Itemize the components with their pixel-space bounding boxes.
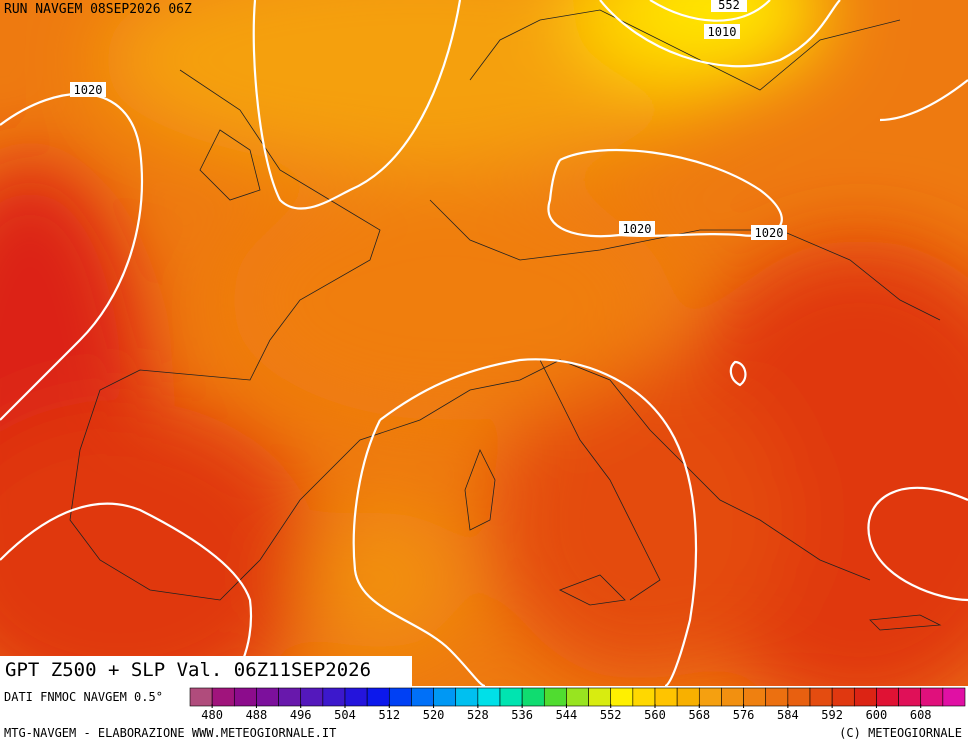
title-box [0, 656, 412, 686]
isobar-labels: 1020 1010 1020 1020 552 [70, 0, 787, 240]
color-box [543, 687, 567, 707]
color-box [433, 687, 457, 707]
legend-tick-label: 480 [201, 708, 223, 722]
legend-tick-label: 608 [910, 708, 932, 722]
isobar-label: 1010 [708, 25, 737, 39]
source-label: DATI FNMOC NAVGEM 0.5° [4, 690, 163, 704]
color-box [411, 687, 434, 707]
color-box [588, 687, 612, 707]
color-box [366, 687, 390, 707]
footer-left: MTG-NAVGEM - ELABORAZIONE WWW.METEOGIORN… [4, 726, 336, 740]
legend-tick-label: 544 [556, 708, 578, 722]
color-box [477, 687, 501, 707]
color-box [654, 687, 678, 707]
isobar-label-box [751, 225, 787, 240]
color-box [920, 687, 944, 707]
color-box [233, 687, 257, 707]
color-box [942, 687, 966, 707]
isobar-label-box [70, 82, 106, 97]
color-box [853, 687, 877, 707]
isobar-label-box [619, 221, 655, 236]
color-box [455, 687, 479, 707]
color-legend: 480 488 496 504 512 520 528 536 544 552 560 568 576 5… [189, 687, 966, 722]
isobar-label: 1020 [755, 226, 784, 240]
color-box [322, 687, 346, 707]
legend-tick-label: 552 [600, 708, 622, 722]
color-box [300, 687, 324, 707]
color-box [499, 687, 523, 707]
legend-tick-label: 536 [511, 708, 533, 722]
color-box [632, 687, 656, 707]
isobar-label-box [704, 24, 740, 39]
legend-tick-label: 576 [733, 708, 755, 722]
legend-tick-label: 496 [290, 708, 312, 722]
legend-tick-label: 592 [821, 708, 843, 722]
color-box [787, 687, 811, 707]
color-box [721, 687, 744, 707]
color-box [809, 687, 833, 707]
legend-tick-label: 584 [777, 708, 799, 722]
coastlines [69, 9, 942, 631]
legend-tick-label: 512 [378, 708, 400, 722]
color-box [698, 687, 722, 707]
color-box [610, 687, 634, 707]
color-box [344, 687, 368, 707]
color-box [765, 687, 789, 707]
color-box [211, 687, 235, 707]
isobar-label: 1020 [623, 222, 652, 236]
isobar-label-box [711, 0, 747, 12]
color-box [676, 687, 700, 707]
color-box [743, 687, 767, 707]
color-box [189, 687, 213, 707]
color-box [256, 687, 279, 707]
map-title: GPT Z500 + SLP Val. 06Z11SEP2026 [5, 659, 371, 681]
isobar-label: 1020 [74, 83, 103, 97]
map-field [0, 0, 968, 686]
legend-tick-label: 488 [246, 708, 268, 722]
color-box [388, 687, 412, 707]
color-box [898, 687, 922, 707]
legend-tick-label: 568 [688, 708, 710, 722]
legend-tick-label: 504 [334, 708, 356, 722]
color-box [831, 687, 855, 707]
color-box [876, 687, 899, 707]
footer-right: (C) METEOGIORNALE [839, 726, 962, 740]
legend-tick-label: 560 [644, 708, 666, 722]
color-box [566, 687, 589, 707]
color-box [278, 687, 302, 707]
color-box [521, 687, 545, 707]
legend-tick-label: 520 [423, 708, 445, 722]
legend-tick-label: 600 [866, 708, 888, 722]
run-header: RUN NAVGEM 08SEP2026 06Z [4, 2, 192, 17]
legend-tick-label: 528 [467, 708, 489, 722]
isobar-label: 552 [718, 0, 740, 12]
